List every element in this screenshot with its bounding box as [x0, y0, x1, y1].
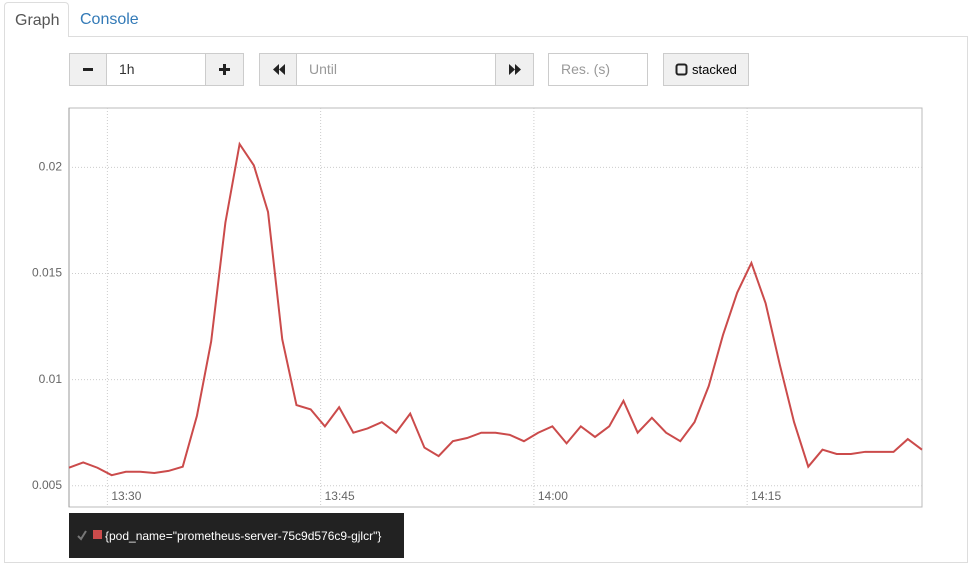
increase-range[interactable]: [205, 53, 244, 86]
x-tick-label: 14:00: [538, 489, 568, 503]
panel: [4, 36, 968, 563]
x-tick-label: 13:30: [111, 489, 141, 503]
legend-swatch: [93, 530, 102, 539]
stacked-label: stacked: [692, 62, 737, 77]
tab-console[interactable]: Console: [80, 11, 139, 28]
series-line: [68, 141, 923, 477]
checkbox-icon: [675, 63, 688, 76]
x-tick-label: 14:15: [751, 489, 781, 503]
y-tick-label: 0.005: [32, 478, 62, 492]
back-icon: [273, 64, 285, 75]
legend-icons: [77, 530, 102, 541]
until-input[interactable]: Until: [296, 53, 496, 86]
back-button[interactable]: [259, 53, 297, 86]
stacked-button[interactable]: stacked: [663, 53, 749, 86]
legend: {pod_name="prometheus-server-75c9d576c9-…: [69, 513, 404, 558]
plus-icon: [219, 64, 230, 75]
legend-label[interactable]: {pod_name="prometheus-server-75c9d576c9-…: [105, 529, 382, 543]
minus-icon: [83, 68, 93, 71]
x-tick-label: 13:45: [325, 489, 355, 503]
y-tick-label: 0.01: [39, 372, 63, 386]
tab-graph[interactable]: Graph: [4, 2, 69, 37]
y-tick-label: 0.02: [39, 160, 63, 174]
decrease-range[interactable]: [69, 53, 107, 86]
forward-icon: [509, 64, 521, 75]
resolution-input[interactable]: Res. (s): [548, 53, 648, 86]
forward-button[interactable]: [495, 53, 534, 86]
y-tick-label: 0.015: [32, 266, 62, 280]
